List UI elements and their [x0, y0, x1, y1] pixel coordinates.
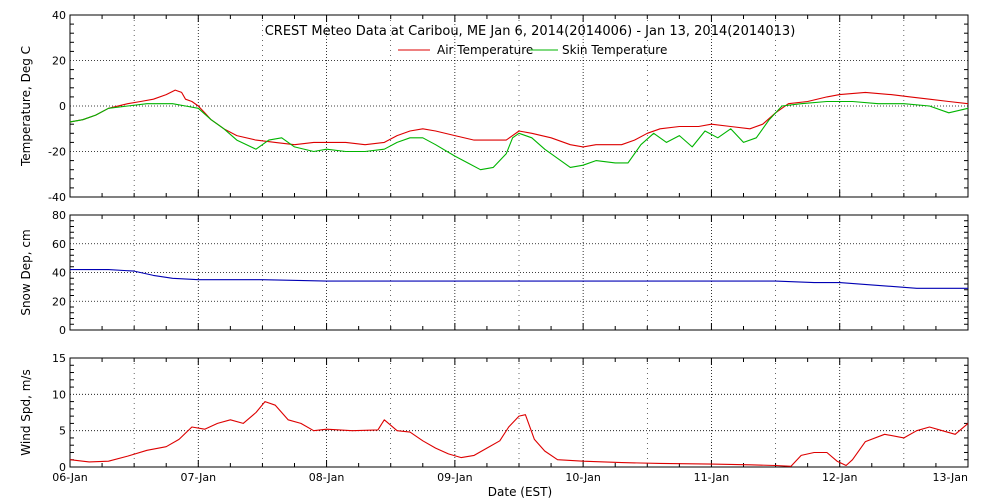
legend-label-skin: Skin Temperature — [562, 43, 667, 57]
x-tick-label: 09-Jan — [437, 471, 473, 484]
snow-depth-y-tick-label: 0 — [59, 324, 66, 337]
temperature-y-tick-label: 40 — [52, 9, 66, 22]
snow-depth-panel: 0 20 40 60 80 Snow Dep, cm — [19, 209, 969, 337]
snow-depth-frame — [69, 214, 969, 331]
wind-speed-series-wind-line — [69, 401, 969, 467]
wind-speed-y-tick-label: 10 — [52, 388, 66, 401]
wind-speed-y-tick-label: 0 — [59, 461, 66, 474]
snow-depth-y-tick-label: 60 — [52, 238, 66, 251]
temperature-y-tick-label: 0 — [59, 100, 66, 113]
snow-depth-y-tick-label: 20 — [52, 295, 66, 308]
snow-depth-y-axis-label: Snow Dep, cm — [19, 229, 33, 315]
legend-label-air: Air Temperature — [437, 43, 533, 57]
legend: Air Temperature Skin Temperature — [398, 43, 667, 57]
temperature-series-air-line — [69, 89, 969, 148]
x-tick-label: 10-Jan — [565, 471, 601, 484]
wind-speed-y-tick-label: 5 — [59, 425, 66, 438]
snow-depth-series-snow-line — [70, 269, 968, 289]
temperature-y-tick-label: -20 — [48, 146, 66, 159]
temperature-series-skin-line — [69, 100, 969, 171]
wind-speed-y-axis-label: Wind Spd, m/s — [19, 369, 33, 455]
chart-title: CREST Meteo Data at Caribou, ME Jan 6, 2… — [265, 24, 796, 39]
snow-depth-y-tick-label: 80 — [52, 209, 66, 222]
temperature-y-tick-label: -40 — [48, 191, 66, 204]
x-axis-tick-labels: 06-Jan 07-Jan 08-Jan 09-Jan 10-Jan 11-Jan 12-J… — [52, 471, 968, 484]
snow-depth-y-tick-label: 40 — [52, 267, 66, 280]
temperature-panel: -40 -20 0 20 40 Temperature, Deg C — [19, 9, 969, 204]
x-tick-label: 08-Jan — [309, 471, 345, 484]
x-tick-label: 06-Jan — [52, 471, 88, 484]
x-tick-label: 07-Jan — [181, 471, 217, 484]
x-tick-label: 11-Jan — [694, 471, 730, 484]
wind-speed-panel: 0 5 10 15 Wind Spd, m/s — [19, 352, 969, 474]
x-axis-label: Date (EST) — [488, 485, 552, 499]
x-tick-label: 13-Jan — [932, 471, 968, 484]
wind-speed-frame — [69, 357, 969, 468]
x-tick-label: 12-Jan — [822, 471, 858, 484]
wind-speed-y-tick-label: 15 — [52, 352, 66, 365]
temperature-y-tick-label: 20 — [52, 55, 66, 68]
temperature-y-axis-label: Temperature, Deg C — [19, 46, 33, 167]
